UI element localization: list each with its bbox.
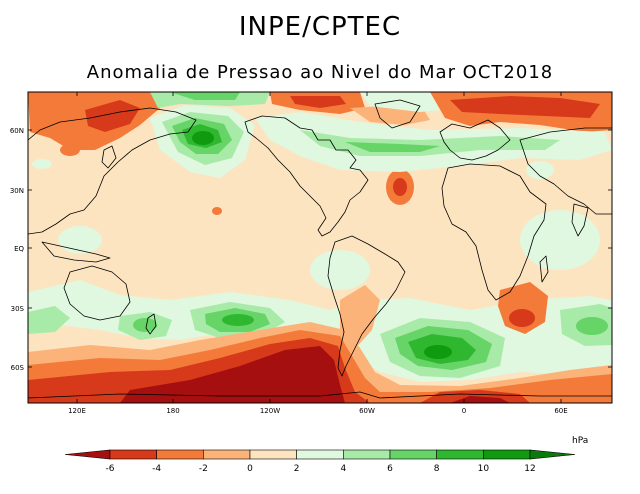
- anomaly-neg-antarctic-east-2: [450, 396, 510, 403]
- anomaly-pos-arabia: [526, 161, 554, 179]
- coast-europe: [439, 119, 511, 161]
- anomaly-neg-japan: [60, 144, 80, 156]
- lon-label-180: 180: [166, 407, 179, 415]
- coast-australia: [63, 265, 131, 321]
- anomaly-pos-south-pacific-core: [222, 314, 254, 326]
- coast-asia-east: [519, 127, 612, 215]
- anomaly-pos-north-australia: [58, 226, 102, 254]
- anomaly-neg-south-america: [340, 285, 380, 352]
- lon-ticks: [76, 92, 562, 403]
- coast-north-america: [244, 115, 369, 237]
- anomaly-map: [28, 92, 612, 403]
- anomaly-neg-pacific-small: [212, 207, 222, 215]
- colorbar-box: [483, 449, 531, 460]
- anomaly-neg-north-atlantic-core: [450, 96, 600, 118]
- anomaly-pos-west-south: [28, 306, 70, 334]
- anomaly-pos-arctic-right: [360, 92, 440, 112]
- lon-label-0: 0: [462, 407, 466, 415]
- coast-africa: [441, 163, 547, 301]
- anomaly-neg-arctic-core: [290, 96, 346, 108]
- colorbar-tick-label: 12: [524, 464, 535, 474]
- lat-label-30s: 30S: [11, 305, 25, 313]
- colorbar-box: [436, 449, 484, 460]
- lon-label-60w: 60W: [359, 407, 375, 415]
- colorbar-tick-label: 6: [387, 464, 393, 474]
- coast-madagascar: [539, 255, 549, 283]
- coast-japan: [101, 145, 117, 169]
- colorbar-tick-label: 10: [478, 464, 490, 474]
- colorbar-tick-label: -6: [106, 464, 115, 474]
- map-frame: [27, 91, 613, 404]
- anomaly-neg-atlantic-low-core: [393, 178, 407, 196]
- colorbar-tick-label: 8: [434, 464, 440, 474]
- anomaly-neg-north-pacific-core: [85, 100, 140, 132]
- anomaly-pos-bering-core: [192, 131, 214, 145]
- colorbar-arrow-low: [64, 449, 111, 460]
- lat-label-60s: 60S: [11, 364, 25, 372]
- colorbar-unit: hPa: [572, 436, 588, 446]
- anomaly-pos-small-pacific: [32, 159, 52, 169]
- lon-label-120w: 120W: [260, 407, 280, 415]
- lon-label-60e: 60E: [554, 407, 567, 415]
- colorbar-box: [343, 449, 391, 460]
- coast-india: [571, 203, 589, 237]
- colorbar-box: [296, 449, 344, 460]
- anomaly-pos-tasman-core: [133, 318, 157, 332]
- lat-label-60n: 60N: [10, 127, 24, 135]
- coastlines: [28, 99, 612, 399]
- coast-asia: [28, 107, 197, 235]
- title: INPE/CPTEC: [238, 12, 402, 42]
- anomaly-pos-indian: [520, 210, 600, 270]
- lat-labels: 60N 30N EQ 30S 60S: [10, 127, 25, 372]
- coast-indonesia: [41, 241, 111, 263]
- colorbar-tick-label: -4: [152, 464, 161, 474]
- anomaly-neg-south-africa-core: [509, 309, 535, 327]
- coast-greenland: [374, 99, 421, 129]
- anomaly-pos-south-atlantic-core: [424, 345, 452, 359]
- colorbar-tick-label: 4: [340, 464, 346, 474]
- colorbar-box: [156, 449, 204, 460]
- colorbar-arrow-high: [529, 449, 576, 460]
- colorbar: -6 -4 -2 0 2 4 6 8 10 12: [64, 449, 576, 474]
- lat-label-30n: 30N: [10, 187, 24, 195]
- colorbar-tick-label: 0: [247, 464, 253, 474]
- anomaly-neg-antarctic-core: [120, 346, 345, 403]
- anomaly-pos-central-america: [310, 250, 370, 290]
- anomaly-pos-north-band-3: [345, 142, 440, 152]
- coast-new-zealand: [145, 313, 157, 335]
- colorbar-box: [203, 449, 251, 460]
- subtitle: Anomalia de Pressao ao Nivel do Mar OCT2…: [86, 62, 554, 83]
- coast-antarctica: [28, 391, 612, 399]
- lon-label-120e: 120E: [68, 407, 86, 415]
- coast-south-america: [327, 235, 406, 377]
- lat-ticks: [28, 129, 612, 368]
- colorbar-box: [389, 449, 437, 460]
- colorbar-tick-label: 2: [294, 464, 300, 474]
- colorbar-tick-label: -2: [199, 464, 208, 474]
- anomaly-pos-south-indian-core: [576, 317, 608, 335]
- colorbar-box: [109, 449, 157, 460]
- lon-labels: 120E 180 120W 60W 0 60E: [68, 407, 568, 415]
- anomaly-pos-arctic-top-2: [170, 92, 240, 100]
- lat-label-eq: EQ: [14, 245, 24, 253]
- colorbar-box: [249, 449, 297, 460]
